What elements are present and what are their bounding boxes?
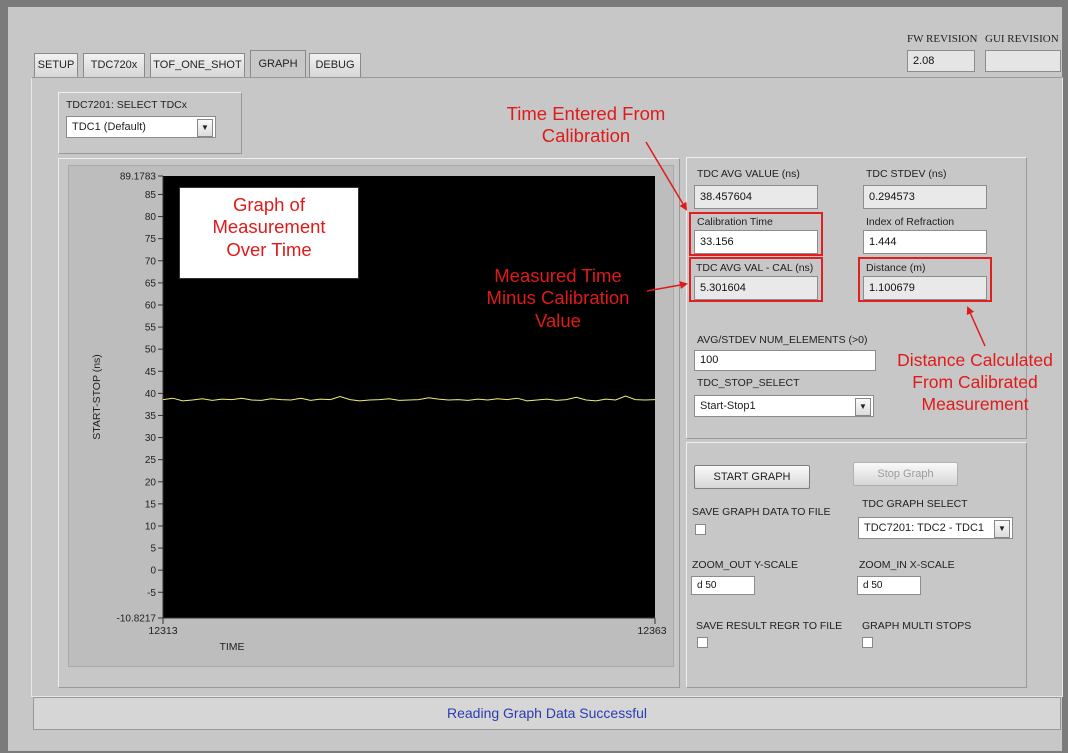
tab-debug[interactable]: DEBUG (309, 53, 361, 77)
annotation-distance-line2: From Calibrated (912, 372, 1038, 392)
x-tick-min: 12313 (148, 625, 177, 637)
avg-value-field: 38.457604 (694, 185, 818, 209)
y-tick-label: 10 (145, 521, 157, 532)
calibration-highlight-box (689, 212, 823, 256)
graph-select-value: TDC7201: TDC2 - TDC1 (864, 522, 985, 534)
distance-label: Distance (m) (866, 262, 926, 274)
y-tick-label: -10.8217 (117, 614, 157, 625)
zoom-in-label: ZOOM_IN X-SCALE (859, 559, 955, 571)
status-bar: Reading Graph Data Successful (33, 697, 1061, 730)
multi-stops-label: GRAPH MULTI STOPS (862, 620, 972, 632)
y-tick-label: 5 (150, 544, 156, 555)
select-tdc-label: TDC7201: SELECT TDCx (66, 99, 187, 111)
y-tick-label: 35 (145, 411, 157, 422)
save-graph-checkbox[interactable] (695, 524, 706, 535)
fw-revision-value: 2.08 (907, 50, 975, 72)
y-tick-label: 55 (145, 323, 157, 334)
avg-minus-cal-field: 5.301604 (694, 276, 818, 300)
index-refraction-label: Index of Refraction (866, 216, 955, 228)
select-tdc-value: TDC1 (Default) (72, 121, 146, 133)
start-graph-button[interactable]: START GRAPH (694, 465, 810, 489)
chevron-down-icon[interactable]: ▼ (197, 119, 213, 137)
stdev-field: 0.294573 (863, 185, 987, 209)
graph-select-label: TDC GRAPH SELECT (862, 498, 968, 510)
results-group (686, 157, 1027, 439)
y-tick-label: 75 (145, 234, 157, 245)
y-tick-label: -5 (147, 588, 156, 599)
zoom-out-input[interactable]: d 50 (691, 576, 755, 595)
y-tick-label: 50 (145, 345, 157, 356)
stop-graph-button[interactable]: Stop Graph (853, 462, 958, 486)
annotation-measured-line2: Minus Calibration (486, 287, 630, 308)
tab-tdc720x[interactable]: TDC720x (83, 53, 145, 77)
y-axis-label: START-STOP (ns) (91, 354, 103, 440)
distance-highlight-box (858, 257, 992, 302)
save-result-checkbox[interactable] (697, 637, 708, 648)
y-tick-label: 15 (145, 499, 157, 510)
y-tick-label: 30 (145, 433, 157, 444)
zoom-in-input[interactable]: d 50 (857, 576, 921, 595)
annotation-graph-line1: Graph of (233, 194, 305, 215)
tab-graph[interactable]: GRAPH (250, 50, 306, 77)
x-axis-label: TIME (219, 641, 244, 653)
y-tick-label: 65 (145, 278, 157, 289)
annotation-time-entered-line2: Calibration (541, 125, 631, 146)
zoom-out-label: ZOOM_OUT Y-SCALE (692, 559, 799, 571)
graph-controls-group (686, 442, 1027, 688)
stop-select-dropdown[interactable]: Start-Stop1 ▼ (694, 395, 874, 417)
distance-field: 1.100679 (863, 276, 987, 300)
num-elements-label: AVG/STDEV NUM_ELEMENTS (>0) (697, 334, 868, 346)
stdev-label: TDC STDEV (ns) (866, 168, 947, 180)
select-tdc-dropdown[interactable]: TDC1 (Default) ▼ (66, 116, 216, 138)
graph-frame (58, 158, 680, 688)
annotation-graph-line2: Measurement (212, 216, 326, 237)
index-refraction-input[interactable]: 1.444 (863, 230, 987, 254)
stop-select-label: TDC_STOP_SELECT (697, 377, 800, 389)
annotation-distance-line3: Measurement (921, 394, 1029, 414)
num-elements-input[interactable]: 100 (694, 350, 876, 371)
y-tick-label: 85 (145, 190, 157, 201)
y-tick-label: 0 (150, 566, 156, 577)
annotation-time-entered-line1: Time Entered From (506, 103, 666, 124)
annotation-measured-line3: Value (535, 310, 581, 331)
annotation-measured-line1: Measured Time (494, 265, 622, 286)
series-line (162, 395, 656, 402)
y-tick-label: 40 (145, 389, 157, 400)
avg-value-label: TDC AVG VALUE (ns) (697, 168, 800, 180)
chevron-down-icon[interactable]: ▼ (994, 520, 1010, 538)
select-tdc-group (58, 92, 242, 154)
y-tick-label: 80 (145, 212, 157, 223)
annotation-distance-line1: Distance Calculated (897, 350, 1053, 370)
y-tick-label: 89.1783 (120, 172, 157, 183)
chevron-down-icon[interactable]: ▼ (855, 398, 871, 416)
graph-select-dropdown[interactable]: TDC7201: TDC2 - TDC1 ▼ (858, 517, 1013, 539)
y-tick-label: 25 (145, 455, 157, 466)
multi-stops-checkbox[interactable] (862, 637, 873, 648)
gui-revision-value (985, 50, 1061, 72)
avg-minus-cal-highlight-box (689, 257, 823, 302)
fw-revision-label: FW REVISION (907, 33, 978, 45)
y-tick-label: 70 (145, 256, 157, 267)
y-tick-label: 60 (145, 300, 157, 311)
tab-setup[interactable]: SETUP (34, 53, 78, 77)
calibration-time-label: Calibration Time (697, 216, 773, 228)
avg-minus-cal-label: TDC AVG VAL - CAL (ns) (696, 262, 814, 274)
graph-annotation-box (179, 187, 359, 279)
save-result-label: SAVE RESULT REGR TO FILE (696, 620, 843, 632)
annotation-graph-line3: Over Time (226, 239, 312, 260)
calibration-time-input[interactable]: 33.156 (694, 230, 818, 254)
save-graph-label: SAVE GRAPH DATA TO FILE (692, 506, 831, 518)
y-tick-label: 20 (145, 477, 157, 488)
gui-revision-label: GUI REVISION (985, 33, 1059, 45)
y-axis-ticks: 89.1783858075706560555045403530252015105… (117, 172, 163, 625)
tab-tof-one-shot[interactable]: TOF_ONE_SHOT (150, 53, 245, 77)
stop-select-value: Start-Stop1 (700, 400, 756, 412)
y-tick-label: 45 (145, 367, 157, 378)
x-tick-max: 12363 (637, 625, 666, 637)
